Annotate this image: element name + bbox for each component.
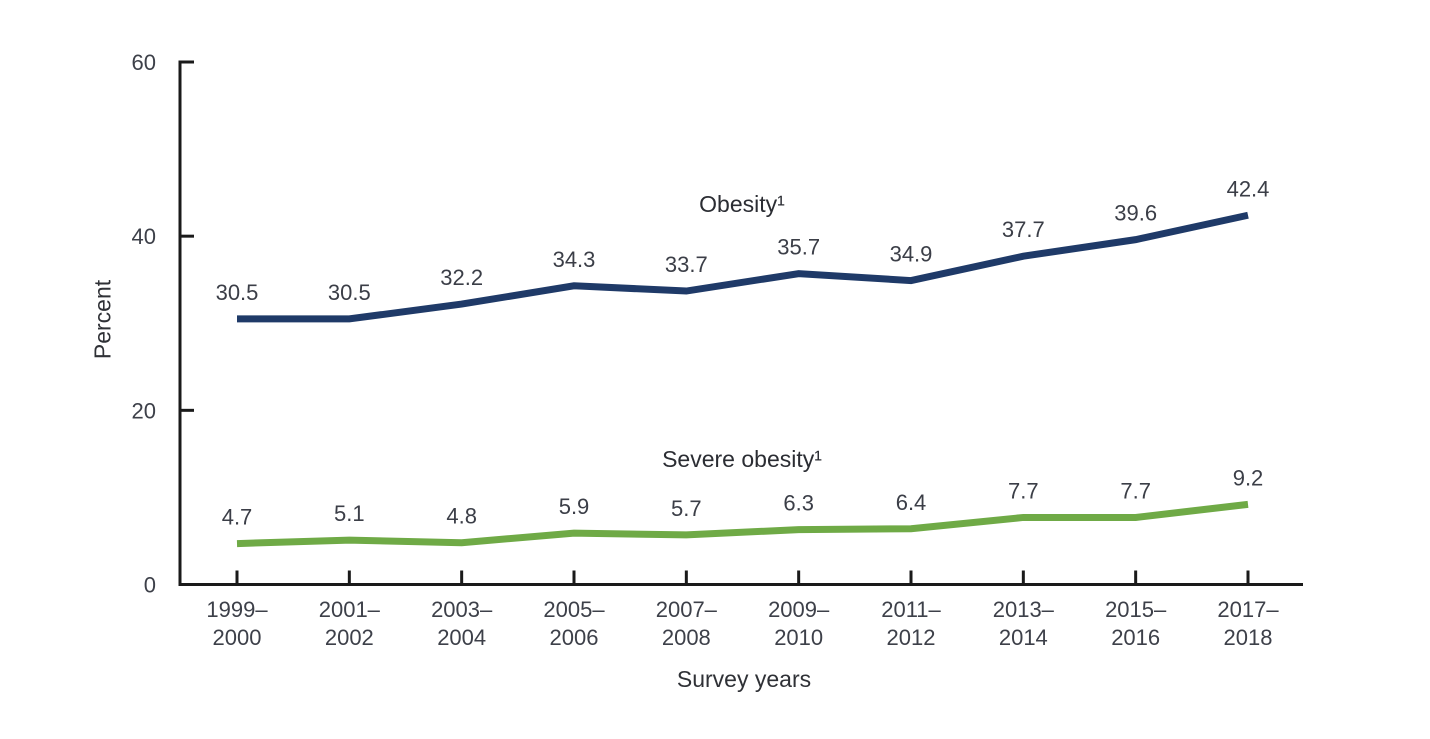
x-tick-label: 2017– 2018 [1217, 597, 1279, 650]
data-label: 39.6 [1114, 201, 1157, 226]
data-label: 37.7 [1002, 217, 1045, 242]
x-tick-label: 2001– 2002 [319, 597, 381, 650]
data-label: 4.8 [446, 504, 477, 529]
y-tick-label: 40 [132, 224, 156, 249]
data-label: 30.5 [216, 280, 259, 305]
data-label: 7.7 [1120, 478, 1151, 503]
x-axis-title: Survey years [676, 666, 812, 692]
data-label: 7.7 [1008, 478, 1039, 503]
y-tick-label: 60 [132, 50, 156, 75]
data-label: 9.2 [1233, 465, 1264, 490]
x-tick-label: 2007– 2008 [656, 597, 718, 650]
data-label: 33.7 [665, 252, 708, 277]
y-tick-label: 20 [132, 398, 156, 423]
series-line-severe-obesity [236, 500, 1249, 548]
x-tick-label: 2013– 2014 [993, 597, 1055, 650]
data-label: 34.3 [553, 247, 596, 272]
x-tick-label: 2009– 2010 [768, 597, 830, 650]
y-tick-label: 0 [144, 573, 156, 598]
data-label: 35.7 [777, 235, 820, 260]
series-label-obesity: Obesity¹ [699, 191, 785, 217]
series-label-severe-obesity: Severe obesity¹ [662, 446, 822, 472]
data-label: 5.1 [334, 501, 365, 526]
data-label: 42.4 [1227, 176, 1270, 201]
data-label: 5.7 [671, 496, 702, 521]
data-label: 34.9 [890, 242, 933, 267]
data-label: 6.4 [896, 490, 927, 515]
data-label: 5.9 [559, 494, 590, 519]
x-tick-label: 1999– 2000 [206, 597, 268, 650]
x-tick-label: 2005– 2006 [543, 597, 605, 650]
series-line-obesity [237, 211, 1249, 323]
x-tick-label: 2015– 2016 [1105, 597, 1167, 650]
data-label: 4.7 [222, 505, 253, 530]
data-label: 30.5 [328, 280, 371, 305]
data-label: 32.2 [440, 265, 483, 290]
x-tick-label: 2003– 2004 [431, 597, 493, 650]
x-tick-label: 2011– 2012 [881, 597, 941, 650]
data-label: 6.3 [783, 491, 814, 516]
y-axis-title: Percent [89, 279, 116, 360]
